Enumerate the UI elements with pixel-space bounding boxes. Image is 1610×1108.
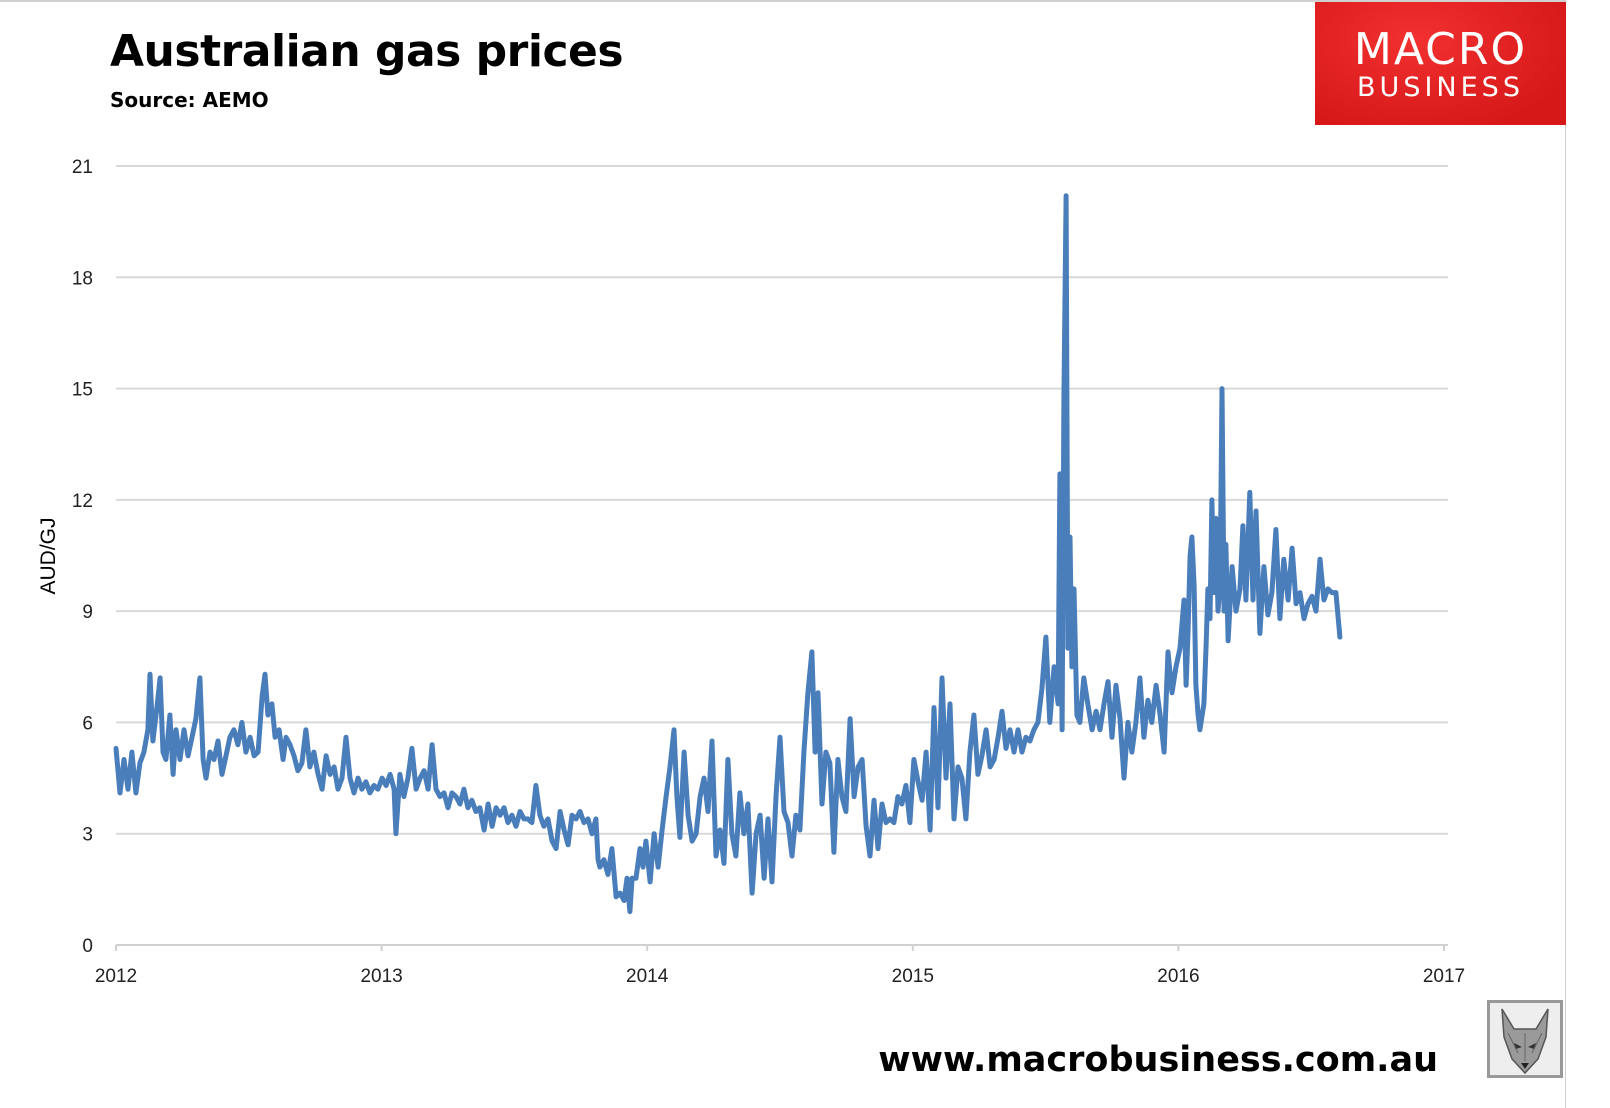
y-axis-label: AUD/GJ — [37, 517, 60, 594]
x-tick-label: 2017 — [1423, 966, 1465, 987]
series-group — [113, 193, 1343, 915]
y-tick-label: 12 — [72, 491, 93, 512]
x-tick-label: 2012 — [95, 966, 137, 987]
logo-line-1: MACRO — [1353, 24, 1528, 75]
x-tick-label: 2014 — [626, 966, 669, 987]
chart-source: Source: AEMO — [110, 88, 269, 112]
y-tick-label: 3 — [82, 825, 93, 846]
logo-line-2: BUSINESS — [1357, 72, 1524, 103]
y-tick-label: 21 — [72, 157, 93, 178]
y-tick-label: 18 — [72, 268, 93, 289]
macrobusiness-logo: MACRO BUSINESS — [1315, 2, 1566, 125]
series-line-gas-price — [113, 193, 1343, 915]
fox-head-icon — [1487, 1000, 1563, 1078]
y-tick-label: 9 — [82, 602, 93, 623]
website-url: www.macrobusiness.com.au — [878, 1040, 1438, 1080]
chart-title: Australian gas prices — [110, 26, 624, 77]
chart-frame — [0, 0, 1566, 1108]
y-tick-label: 6 — [82, 713, 93, 734]
y-tick-label: 0 — [82, 936, 93, 957]
y-tick-labels: 0 3 6 9 12 15 18 21 — [72, 157, 93, 957]
y-tick-label: 15 — [72, 380, 93, 401]
x-tick-label: 2013 — [360, 966, 402, 987]
x-tick-label: 2016 — [1157, 966, 1199, 987]
x-axis: 2012 2013 2014 2015 2016 2017 — [95, 944, 1465, 987]
gridlines — [116, 165, 1448, 835]
x-tick-label: 2015 — [892, 966, 934, 987]
